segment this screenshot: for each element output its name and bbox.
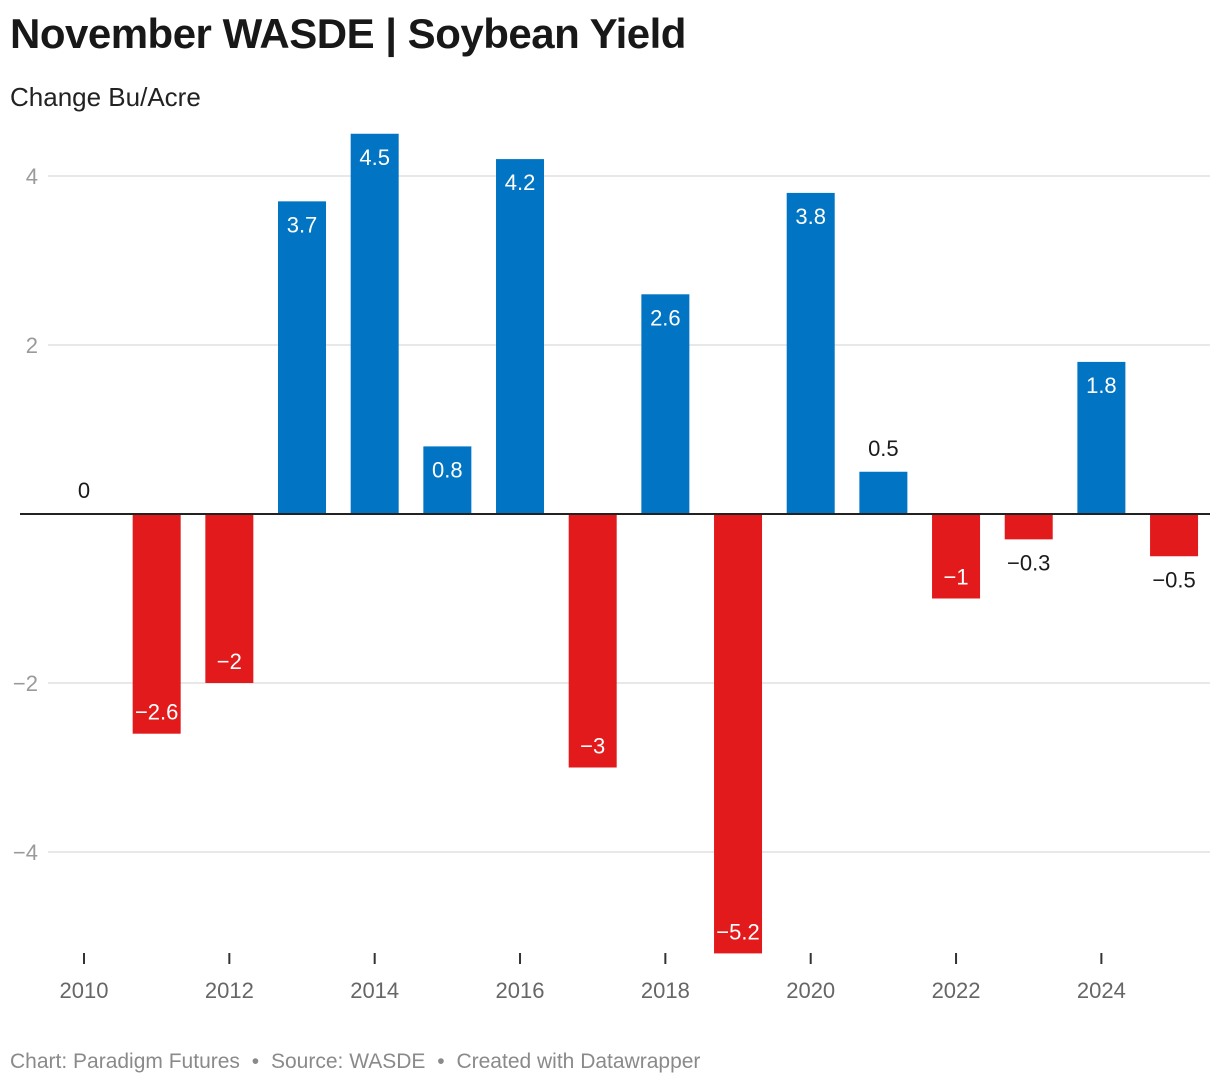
bar-2019 [714,514,763,954]
y-tick-label: −2 [13,671,38,696]
bar-2023 [1004,514,1053,540]
data-label-2024: 1.8 [1086,373,1117,398]
bar-2022 [932,514,981,599]
chart-title: November WASDE | Soybean Yield [10,10,686,57]
data-label-2011: −2.6 [135,700,178,725]
data-label-2014: 4.5 [359,145,390,170]
y-tick-label: −4 [13,840,38,865]
chart-footer: Chart: Paradigm Futures • Source: WASDE … [10,1050,700,1074]
data-label-2019: −5.2 [716,919,759,944]
data-label-2021: 0.5 [868,436,899,461]
data-label-2016: 4.2 [505,170,536,195]
data-label-2010: 0 [78,478,90,503]
x-axis-ticks: 2010 2012 2014 2016 2018 2020 2022 2024 [60,953,1126,1003]
bars [132,133,1199,954]
data-label-2013: 3.7 [287,212,318,237]
bar-2021 [859,471,908,514]
y-axis-ticks: −4 −2 2 4 [13,164,38,865]
x-tick-label: 2012 [205,978,254,1003]
footer-separator: • [251,1050,260,1073]
data-label-2023: −0.3 [1007,550,1050,575]
data-label-2015: 0.8 [432,457,463,482]
data-label-2025: −0.5 [1152,567,1195,592]
chart-subtitle: Change Bu/Acre [10,82,201,112]
data-label-2022: −1 [943,565,968,590]
x-tick-label: 2010 [60,978,109,1003]
data-label-2012: −2 [217,649,242,674]
y-tick-label: 4 [26,164,38,189]
bar-2013 [278,201,327,514]
x-tick-label: 2022 [932,978,981,1003]
bar-2017 [568,514,617,768]
bar-2015 [423,446,472,514]
x-tick-label: 2020 [786,978,835,1003]
x-tick-label: 2016 [496,978,545,1003]
data-label-2020: 3.8 [795,204,826,229]
bar-2018 [641,294,690,514]
bar-2012 [205,514,254,683]
x-tick-label: 2014 [350,978,399,1003]
bar-2016 [496,159,545,514]
bar-2024 [1077,361,1126,514]
bar-2014 [350,133,399,514]
data-label-2018: 2.6 [650,305,681,330]
bar-chart: 0 −2.6 −2 3.7 4.5 0.8 4.2 −3 2.6 −5.2 3.8 0.5 −1 −0.3… [13,133,1210,1003]
bar-2011 [132,514,181,734]
x-tick-label: 2018 [641,978,690,1003]
data-label-2017: −3 [580,734,605,759]
created-with-credit: Created with Datawrapper [456,1050,701,1073]
chart-credit: Chart: Paradigm Futures [10,1050,240,1073]
data-labels: 0 −2.6 −2 3.7 4.5 0.8 4.2 −3 2.6 −5.2 3.8 0.5 −1 −0.3… [78,145,1196,945]
y-tick-label: 2 [26,333,38,358]
source-credit: Source: WASDE [270,1050,426,1073]
bar-2025 [1150,514,1199,557]
gridlines [48,175,1210,853]
x-tick-label: 2024 [1077,978,1126,1003]
bar-2020 [786,192,835,514]
footer-separator: • [437,1050,445,1073]
